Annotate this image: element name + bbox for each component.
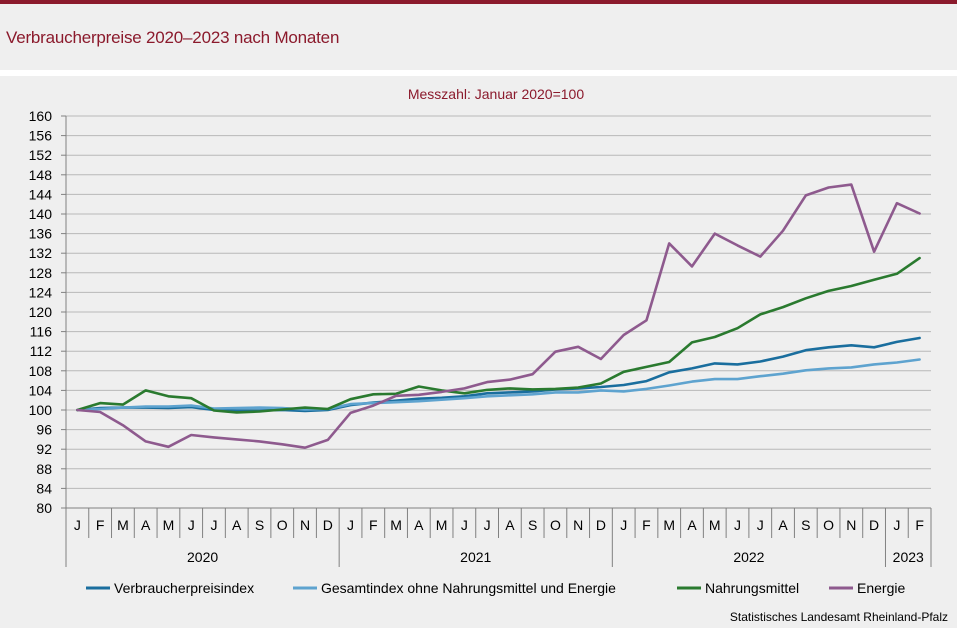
y-tick-label: 120 — [29, 304, 53, 320]
page-title: Verbraucherpreise 2020–2023 nach Monaten — [6, 28, 340, 47]
series-lines — [76, 183, 921, 450]
legend: Verbraucherpreisindex Gesamtindex ohne Na… — [86, 580, 905, 596]
x-tick-label: S — [255, 517, 264, 533]
year-label: 2021 — [460, 549, 491, 565]
y-tick-label: 104 — [29, 382, 53, 398]
x-tick-label: J — [461, 517, 468, 533]
y-tick-label: 160 — [29, 108, 53, 124]
y-tick-label: 152 — [29, 147, 53, 163]
x-tick-label: J — [734, 517, 741, 533]
x-tick-label: D — [596, 517, 606, 533]
series-line-1 — [76, 336, 921, 413]
x-tick-label: J — [620, 517, 627, 533]
x-tick-label: M — [117, 517, 129, 533]
y-tick-label: 80 — [36, 500, 52, 516]
chart-subtitle: Messzahl: Januar 2020=100 — [408, 86, 584, 102]
x-tick-label: N — [300, 517, 310, 533]
y-tick-label: 92 — [36, 441, 52, 457]
x-tick-label: J — [484, 517, 491, 533]
x-tick-label: A — [778, 517, 788, 533]
x-tick-label: F — [96, 517, 105, 533]
x-tick-label: D — [323, 517, 333, 533]
x-tick-label: S — [528, 517, 537, 533]
x-tick-label: A — [232, 517, 242, 533]
x-tick-label: J — [210, 517, 217, 533]
top-accent-bar — [0, 0, 957, 4]
year-label: 2023 — [893, 549, 924, 565]
y-tick-label: 124 — [29, 284, 53, 300]
y-tick-label: 136 — [29, 226, 53, 242]
legend-label: Energie — [857, 580, 905, 596]
x-tick-label: O — [277, 517, 288, 533]
y-tick-label: 128 — [29, 265, 53, 281]
series-line-3 — [76, 256, 921, 414]
y-tick-label: 84 — [36, 480, 52, 496]
year-label: 2022 — [733, 549, 764, 565]
x-tick-label: F — [915, 517, 924, 533]
source-note: Statistisches Landesamt Rheinland-Pfalz — [730, 610, 948, 624]
y-tick-label: 88 — [36, 461, 52, 477]
x-axis: J F M A M J J A S O N D J F M A M J J A S O N D J F M A M J J A S O N D J F20… — [65, 507, 932, 567]
x-tick-label: A — [687, 517, 697, 533]
x-tick-label: D — [869, 517, 879, 533]
header-band: Verbraucherpreise 2020–2023 nach Monaten — [0, 4, 957, 70]
year-label: 2020 — [187, 549, 218, 565]
y-axis-ticks: 80 84 88 92 96 100 104 108 112 116 120 124 128 132 136… — [29, 108, 67, 516]
y-tick-label: 156 — [29, 128, 53, 144]
x-tick-label: F — [369, 517, 378, 533]
x-tick-label: M — [163, 517, 175, 533]
legend-label: Nahrungsmittel — [705, 580, 799, 596]
x-tick-label: M — [663, 517, 675, 533]
x-tick-label: J — [347, 517, 354, 533]
y-tick-label: 140 — [29, 206, 53, 222]
y-tick-label: 100 — [29, 402, 53, 418]
x-tick-label: A — [505, 517, 515, 533]
x-tick-label: M — [709, 517, 721, 533]
y-tick-label: 116 — [30, 324, 53, 340]
gridlines — [66, 115, 931, 509]
x-tick-label: N — [846, 517, 856, 533]
x-tick-label: O — [823, 517, 834, 533]
legend-label: Gesamtindex ohne Nahrungsmittel und Ener… — [321, 580, 616, 596]
x-tick-label: N — [573, 517, 583, 533]
x-tick-label: J — [893, 517, 900, 533]
legend-label: Verbraucherpreisindex — [114, 580, 254, 596]
x-tick-label: J — [74, 517, 81, 533]
x-tick-label: J — [188, 517, 195, 533]
x-tick-label: O — [550, 517, 561, 533]
series-line-4 — [76, 183, 921, 450]
y-tick-label: 96 — [36, 422, 52, 438]
x-tick-label: M — [390, 517, 402, 533]
y-tick-label: 132 — [29, 245, 53, 261]
y-tick-label: 148 — [29, 167, 53, 183]
x-tick-label: J — [757, 517, 764, 533]
y-tick-label: 108 — [29, 363, 53, 379]
x-tick-label: A — [414, 517, 424, 533]
x-tick-label: F — [642, 517, 651, 533]
x-tick-label: S — [801, 517, 810, 533]
x-tick-label: M — [436, 517, 448, 533]
series-line-2 — [76, 358, 921, 412]
y-tick-label: 112 — [30, 343, 53, 359]
x-tick-label: A — [141, 517, 151, 533]
y-tick-label: 144 — [29, 186, 53, 202]
